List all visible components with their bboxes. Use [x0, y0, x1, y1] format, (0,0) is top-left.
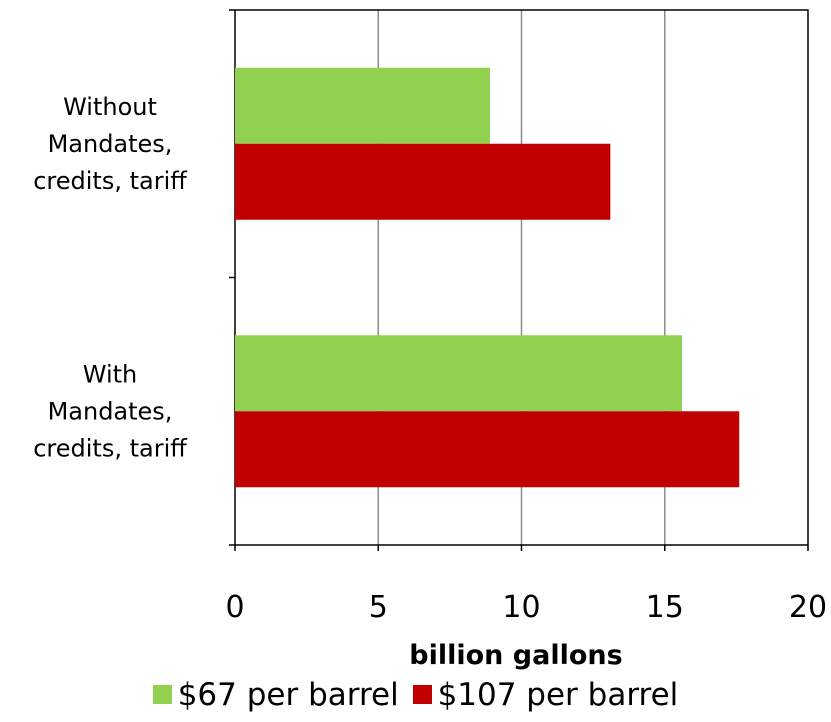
x-tick-labels: 0 5 10 15 20 — [225, 590, 827, 625]
x-axis-title: billion gallons — [409, 640, 622, 671]
legend-item-107: $107 per barrel — [412, 676, 679, 713]
bar — [235, 411, 740, 488]
category-labels: Without Mandates, credits, tariff With Manda… — [33, 93, 187, 463]
x-tick-label: 0 — [225, 590, 244, 625]
legend: $67 per barrel $107 per barrel — [0, 676, 831, 713]
category-label: Mandates, — [48, 130, 173, 158]
x-tick-label: 15 — [646, 590, 684, 625]
category-label: credits, tariff — [33, 167, 187, 195]
legend-label-67: $67 per barrel — [177, 676, 399, 713]
category-label: credits, tariff — [33, 434, 187, 462]
axes — [229, 9, 809, 551]
legend-item-67: $67 per barrel — [152, 676, 399, 713]
x-tick-label: 10 — [502, 590, 540, 625]
bar — [235, 335, 682, 412]
legend-label-107: $107 per barrel — [437, 676, 679, 713]
bars — [235, 67, 740, 488]
bar — [235, 143, 611, 220]
category-label: With — [83, 360, 138, 388]
legend-swatch-107 — [412, 685, 432, 704]
bar — [235, 67, 490, 144]
x-tick-label: 20 — [789, 590, 827, 625]
category-label: Mandates, — [48, 397, 173, 425]
category-label: Without — [63, 93, 157, 121]
legend-swatch-67 — [152, 685, 172, 704]
x-tick-label: 5 — [369, 590, 388, 625]
